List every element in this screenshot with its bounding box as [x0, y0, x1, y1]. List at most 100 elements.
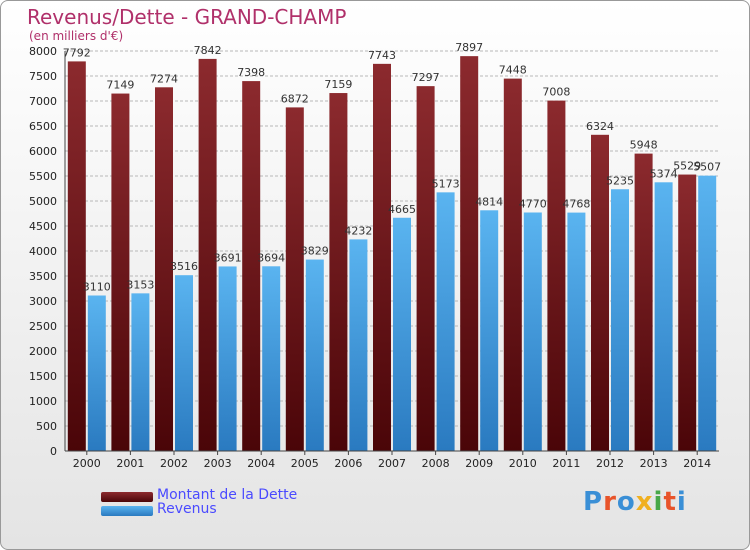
bar-dette [503, 78, 522, 451]
y-tick-label: 7000 [29, 95, 57, 108]
labels-layer: 7792 3110 7149 3153 7274 3516 7842 3691 7398 3694… [63, 41, 721, 293]
chart-subtitle: (en milliers d'€) [29, 29, 124, 43]
y-tick-label: 6500 [29, 120, 57, 133]
bar-revenus [218, 266, 237, 451]
bar-revenus [698, 175, 717, 451]
bar-revenus [480, 210, 499, 451]
data-label-revenus: 3829 [301, 245, 329, 258]
bars-layer [67, 56, 717, 452]
data-label-revenus: 3516 [170, 260, 198, 273]
bar-dette [155, 87, 173, 452]
data-label-revenus: 4232 [344, 224, 372, 237]
bar-revenus [393, 217, 411, 451]
x-tick-label: 2009 [465, 457, 493, 470]
data-label-dette: 5529 [673, 160, 701, 173]
bar-dette [547, 100, 566, 451]
y-tick-label: 500 [36, 420, 57, 433]
y-tick-label: 1500 [29, 370, 57, 383]
bar-dette [634, 153, 653, 451]
bar-revenus [349, 239, 368, 451]
y-tick-label: 4000 [29, 245, 57, 258]
logo-letter: i [653, 487, 664, 517]
data-label-dette: 7159 [324, 78, 352, 91]
x-tick-label: 2008 [422, 457, 450, 470]
data-label-dette: 7297 [412, 71, 440, 84]
proxiti-logo: Proxiti [583, 487, 687, 517]
data-label-dette: 7448 [499, 64, 527, 77]
axis-layer: 0 500 1000 1500 2000 2500 3000 3500 4000 4500 5000… [29, 45, 719, 470]
x-tick-label: 2006 [334, 457, 362, 470]
data-label-revenus: 4768 [562, 198, 590, 211]
data-label-dette: 7274 [150, 72, 178, 85]
data-label-dette: 7743 [368, 49, 396, 62]
y-tick-label: 7500 [29, 70, 57, 83]
x-tick-label: 2000 [73, 457, 101, 470]
y-tick-label: 3500 [29, 270, 57, 283]
legend-label-revenus: Revenus [157, 501, 217, 517]
logo-letter: x [635, 487, 654, 517]
y-tick-label: 2500 [29, 320, 57, 333]
data-label-revenus: 5374 [650, 167, 678, 180]
bar-revenus [523, 212, 542, 451]
bar-revenus [611, 189, 629, 451]
bar-revenus [131, 293, 150, 451]
logo-letter: r [603, 487, 617, 517]
bar-dette [373, 63, 391, 451]
x-tick-label: 2012 [596, 457, 624, 470]
y-tick-label: 3000 [29, 295, 57, 308]
data-label-revenus: 4665 [388, 203, 416, 216]
bar-dette [460, 56, 479, 452]
x-tick-label: 2007 [378, 457, 406, 470]
bar-dette [591, 134, 609, 452]
bar-revenus [87, 295, 106, 451]
x-tick-label: 2001 [116, 457, 144, 470]
legend-swatch-revenus [101, 506, 153, 516]
y-tick-label: 6000 [29, 145, 57, 158]
data-label-dette: 5948 [630, 139, 658, 152]
data-label-dette: 6872 [281, 92, 309, 105]
y-tick-label: 1000 [29, 395, 57, 408]
x-tick-label: 2003 [204, 457, 232, 470]
bar-dette [242, 81, 261, 451]
data-label-dette: 7398 [237, 66, 265, 79]
bar-revenus [654, 182, 673, 452]
data-label-dette: 7149 [106, 79, 134, 92]
x-tick-label: 2013 [640, 457, 668, 470]
bar-dette [416, 86, 435, 452]
logo-letter: o [616, 487, 636, 517]
bar-revenus [175, 275, 193, 451]
bar-revenus [436, 192, 455, 451]
data-label-dette: 7842 [194, 44, 222, 57]
x-tick-label: 2011 [552, 457, 580, 470]
data-label-dette: 7897 [455, 41, 483, 54]
logo-letter: P [583, 487, 604, 517]
data-label-revenus: 5507 [693, 161, 721, 174]
bar-revenus [567, 212, 586, 451]
data-label-revenus: 3694 [257, 251, 285, 264]
y-tick-label: 4500 [29, 220, 57, 233]
data-label-revenus: 3691 [214, 251, 242, 264]
data-label-revenus: 4814 [475, 195, 503, 208]
bar-dette [198, 58, 217, 452]
logo-letter: i [676, 487, 687, 517]
data-label-dette: 7008 [542, 86, 570, 99]
y-tick-label: 5000 [29, 195, 57, 208]
logo-letter: t [663, 487, 677, 517]
legend-label-dette: Montant de la Dette [157, 487, 298, 503]
bar-dette [67, 61, 86, 452]
bar-dette [329, 93, 348, 452]
data-label-revenus: 3110 [83, 281, 111, 294]
data-label-revenus: 4770 [519, 198, 547, 211]
x-tick-label: 2010 [509, 457, 537, 470]
data-label-revenus: 3153 [126, 278, 154, 291]
data-label-revenus: 5235 [606, 174, 634, 187]
data-label-dette: 7792 [63, 46, 91, 59]
bar-dette [285, 107, 304, 452]
bar-dette [111, 93, 130, 452]
y-tick-label: 0 [50, 445, 57, 458]
x-tick-label: 2014 [683, 457, 711, 470]
data-label-dette: 6324 [586, 120, 614, 133]
x-tick-label: 2002 [160, 457, 188, 470]
data-label-revenus: 5173 [432, 177, 460, 190]
